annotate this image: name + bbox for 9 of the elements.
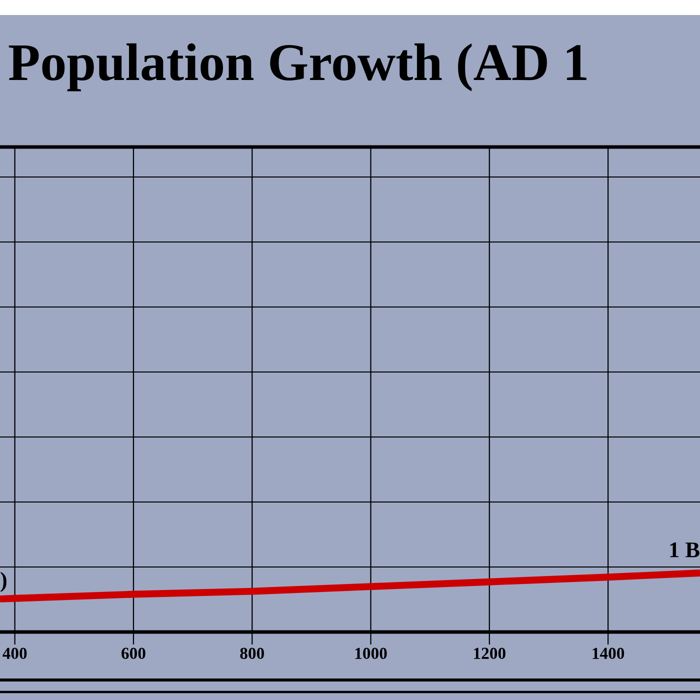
annotation: 1 B xyxy=(670,542,700,558)
x-tick-label: 1000 xyxy=(355,648,387,660)
x-tick-label: 800 xyxy=(240,648,264,660)
x-tick-label: 1200 xyxy=(474,648,506,660)
chart-title: Population Growth (AD 1 xyxy=(8,43,586,92)
x-tick-label: 1400 xyxy=(592,648,624,660)
x-tick-label: 600 xyxy=(122,648,146,660)
x-tick-label: 400 xyxy=(2,648,27,660)
annotation: ) xyxy=(0,572,6,592)
